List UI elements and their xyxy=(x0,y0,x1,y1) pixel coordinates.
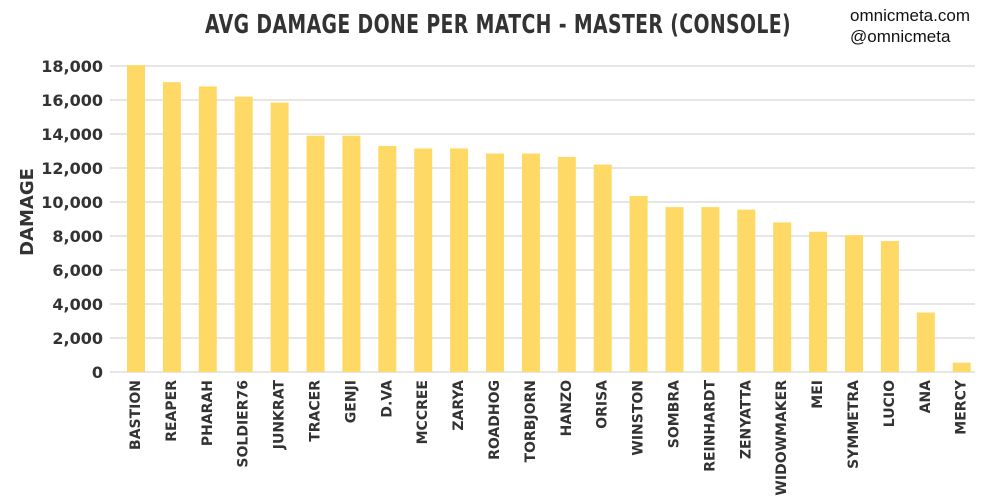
credit-handle: @omnicmeta xyxy=(850,27,951,46)
x-tick-label: D.VA xyxy=(379,380,395,418)
bar xyxy=(701,207,720,372)
x-axis-ticks: BASTION REAPER PHARAH SOLDIER76 JUNKRAT TRACE… xyxy=(128,379,970,495)
x-tick-label: REINHARDT xyxy=(702,380,718,472)
bar xyxy=(593,164,612,372)
y-tick-label: 0 xyxy=(92,363,103,382)
bar xyxy=(557,156,576,372)
y-tick-label: 8,000 xyxy=(52,227,103,246)
y-axis-label: DAMAGE xyxy=(17,168,38,256)
bar xyxy=(198,86,217,373)
credit-site: omnicmeta.com xyxy=(850,6,970,25)
x-tick-label: TRACER xyxy=(308,380,324,442)
bar xyxy=(306,135,325,372)
x-tick-label: MERCY xyxy=(954,379,970,435)
y-tick-label: 18,000 xyxy=(41,57,103,76)
x-tick-label: SYMMETRA xyxy=(846,380,862,469)
x-tick-label: JUNKRAT xyxy=(272,380,288,451)
y-tick-label: 16,000 xyxy=(41,91,103,110)
bar xyxy=(127,65,145,373)
x-tick-label: ANA xyxy=(918,380,934,414)
bar xyxy=(414,148,433,372)
x-tick-label: ORISA xyxy=(595,380,611,429)
bar xyxy=(952,362,971,372)
bar xyxy=(234,96,253,372)
x-tick-label: SOMBRA xyxy=(667,380,683,448)
bar xyxy=(916,312,935,372)
bar xyxy=(342,135,361,372)
y-tick-label: 14,000 xyxy=(41,125,103,144)
x-tick-label: TORBJORN xyxy=(523,380,539,463)
x-tick-label: PHARAH xyxy=(200,380,216,446)
bar xyxy=(809,231,828,372)
y-tick-label: 10,000 xyxy=(41,193,103,212)
x-tick-label: WINSTON xyxy=(631,380,647,456)
bar xyxy=(665,207,684,372)
bar xyxy=(773,222,792,372)
y-tick-label: 2,000 xyxy=(52,329,103,348)
bar xyxy=(378,145,397,372)
x-tick-label: GENJI xyxy=(343,380,359,423)
y-tick-label: 12,000 xyxy=(41,159,103,178)
y-tick-label: 6,000 xyxy=(52,261,103,280)
bar xyxy=(845,235,863,372)
gridlines xyxy=(110,65,975,373)
x-tick-label: MEI xyxy=(810,380,826,409)
bar xyxy=(880,241,899,372)
x-tick-label: MCCREE xyxy=(415,380,431,444)
bar xyxy=(450,148,469,372)
x-tick-label: REAPER xyxy=(164,380,180,442)
bar xyxy=(737,209,756,372)
bar xyxy=(486,153,504,372)
x-tick-label: ROADHOG xyxy=(487,380,503,460)
bar xyxy=(270,102,289,373)
bar xyxy=(521,153,540,372)
y-axis-ticks: 0 2,000 4,000 6,000 8,000 10,000 12,000 14,000 1… xyxy=(41,57,103,382)
x-tick-label: HANZO xyxy=(559,380,575,436)
bars xyxy=(127,65,971,373)
x-tick-label: ZARYA xyxy=(451,380,467,431)
bar xyxy=(629,196,648,372)
chart-title: AVG DAMAGE DONE PER MATCH - MASTER (CONS… xyxy=(205,10,791,40)
x-tick-label: ZENYATTA xyxy=(738,380,754,459)
x-tick-label: WIDOWMAKER xyxy=(774,380,790,496)
bar xyxy=(162,82,181,373)
y-tick-label: 4,000 xyxy=(52,295,103,314)
x-tick-label: LUCIO xyxy=(882,380,898,427)
x-tick-label: SOLDIER76 xyxy=(236,380,252,468)
x-tick-label: BASTION xyxy=(128,380,144,450)
